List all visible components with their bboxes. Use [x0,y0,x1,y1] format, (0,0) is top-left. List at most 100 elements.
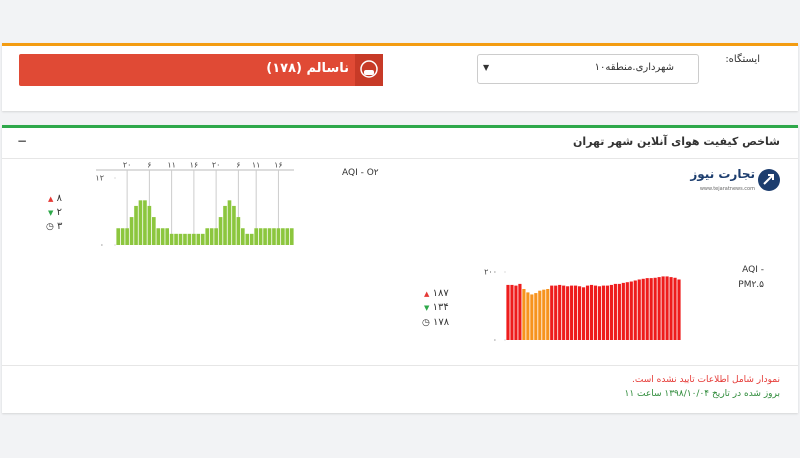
bar [589,284,594,340]
bar [538,290,542,340]
bar [506,284,510,340]
bar [609,284,613,340]
bar [550,285,554,340]
up-icon: ▲ [424,290,430,298]
max-value: ۸ [56,193,62,204]
x-tick-label: ۶ [147,161,151,170]
bar [281,228,285,245]
chart-title: AQI - O۲ [342,168,379,178]
bar [625,282,629,340]
x-tick-label: ۱۶ [190,161,199,170]
y-tick-label: ۰ [493,336,497,345]
bar [178,233,183,245]
min-value: ۲ [56,207,62,218]
bar [236,217,241,245]
bar [673,277,677,340]
station-label: ایستگاه: [725,54,760,65]
bar [258,228,263,245]
bar [249,233,254,245]
bar [574,285,578,340]
bar [613,283,617,340]
divider [2,158,798,159]
divider [2,365,798,366]
bar [120,228,125,245]
bar [649,278,653,340]
bar [218,217,223,245]
status-bar: ناسالم (۱۷۸) [19,54,383,86]
current-value: ۱۷۸ [433,317,450,328]
bar [629,281,633,340]
bar [245,233,250,245]
bar [601,285,606,340]
bar [116,228,121,245]
x-tick-label: ۱۶ [274,161,283,170]
footer-warning: نمودار شامل اطلاعات تایید نشده است. [632,375,780,385]
bar [196,233,201,245]
bar [209,228,214,245]
bar [637,279,641,340]
bar [156,228,161,245]
bar [138,200,143,245]
bar [669,277,673,340]
footer-updated: بروز شده در تاریخ ۱۳۹۸/۱۰/۰۴ ساعت ۱۱ [624,389,781,399]
min-value: ۱۳۴ [432,302,449,313]
bar [152,217,156,245]
bar [562,285,566,340]
mask-icon [360,60,378,78]
bar [585,285,590,340]
bar [254,228,258,245]
bar [183,233,187,245]
bar [223,205,227,245]
up-icon: ▲ [48,195,54,203]
dropdown-arrow: ▼ [483,63,490,72]
bar [514,285,518,340]
bar [187,233,192,245]
bar [276,228,281,245]
collapse-button[interactable]: − [17,134,28,148]
x-tick-label: ۲۰ [123,161,132,170]
y-tick-label: ۲۰۰ [484,268,497,277]
bar [289,228,294,245]
bar [232,205,236,245]
bar [227,200,232,245]
current-value: ۳ [57,221,63,232]
logo-name: تجارت نیوز [690,167,755,181]
clock-icon: ◷ [422,318,430,328]
bar [285,228,290,245]
bar [267,228,272,245]
bar [597,286,602,340]
bar [665,276,669,340]
logo: تجارت نیوز www.tejaratnews.com [688,167,781,195]
y-tick-label: ۰ [100,241,104,250]
bar [530,294,534,340]
bar [147,205,152,245]
bar [263,228,267,245]
bar [581,287,586,340]
bar [657,277,661,340]
bar [125,228,129,245]
bar [160,228,165,245]
bar [534,293,538,340]
bar [554,285,558,340]
status-text: ناسالم (۱۷۸) [266,61,349,76]
bar [510,284,514,340]
bar [129,217,134,245]
bar [558,284,562,340]
bar [174,233,178,245]
bar [542,289,546,340]
x-tick-label: ۲۰ [212,161,221,170]
max-value: ۱۸۷ [432,288,449,299]
bar [593,285,598,340]
bar [165,228,169,245]
bar [653,277,657,340]
logo-url: www.tejaratnews.com [699,186,755,192]
x-tick-label: ۶ [236,161,240,170]
down-icon: ▼ [424,304,430,312]
bar [617,283,621,340]
down-icon: ▼ [48,209,54,217]
station-select[interactable]: ▼ شهرداری.منطقه۱۰ [477,54,699,84]
x-tick-label: ۱۱ [252,161,261,170]
bar [169,233,174,245]
